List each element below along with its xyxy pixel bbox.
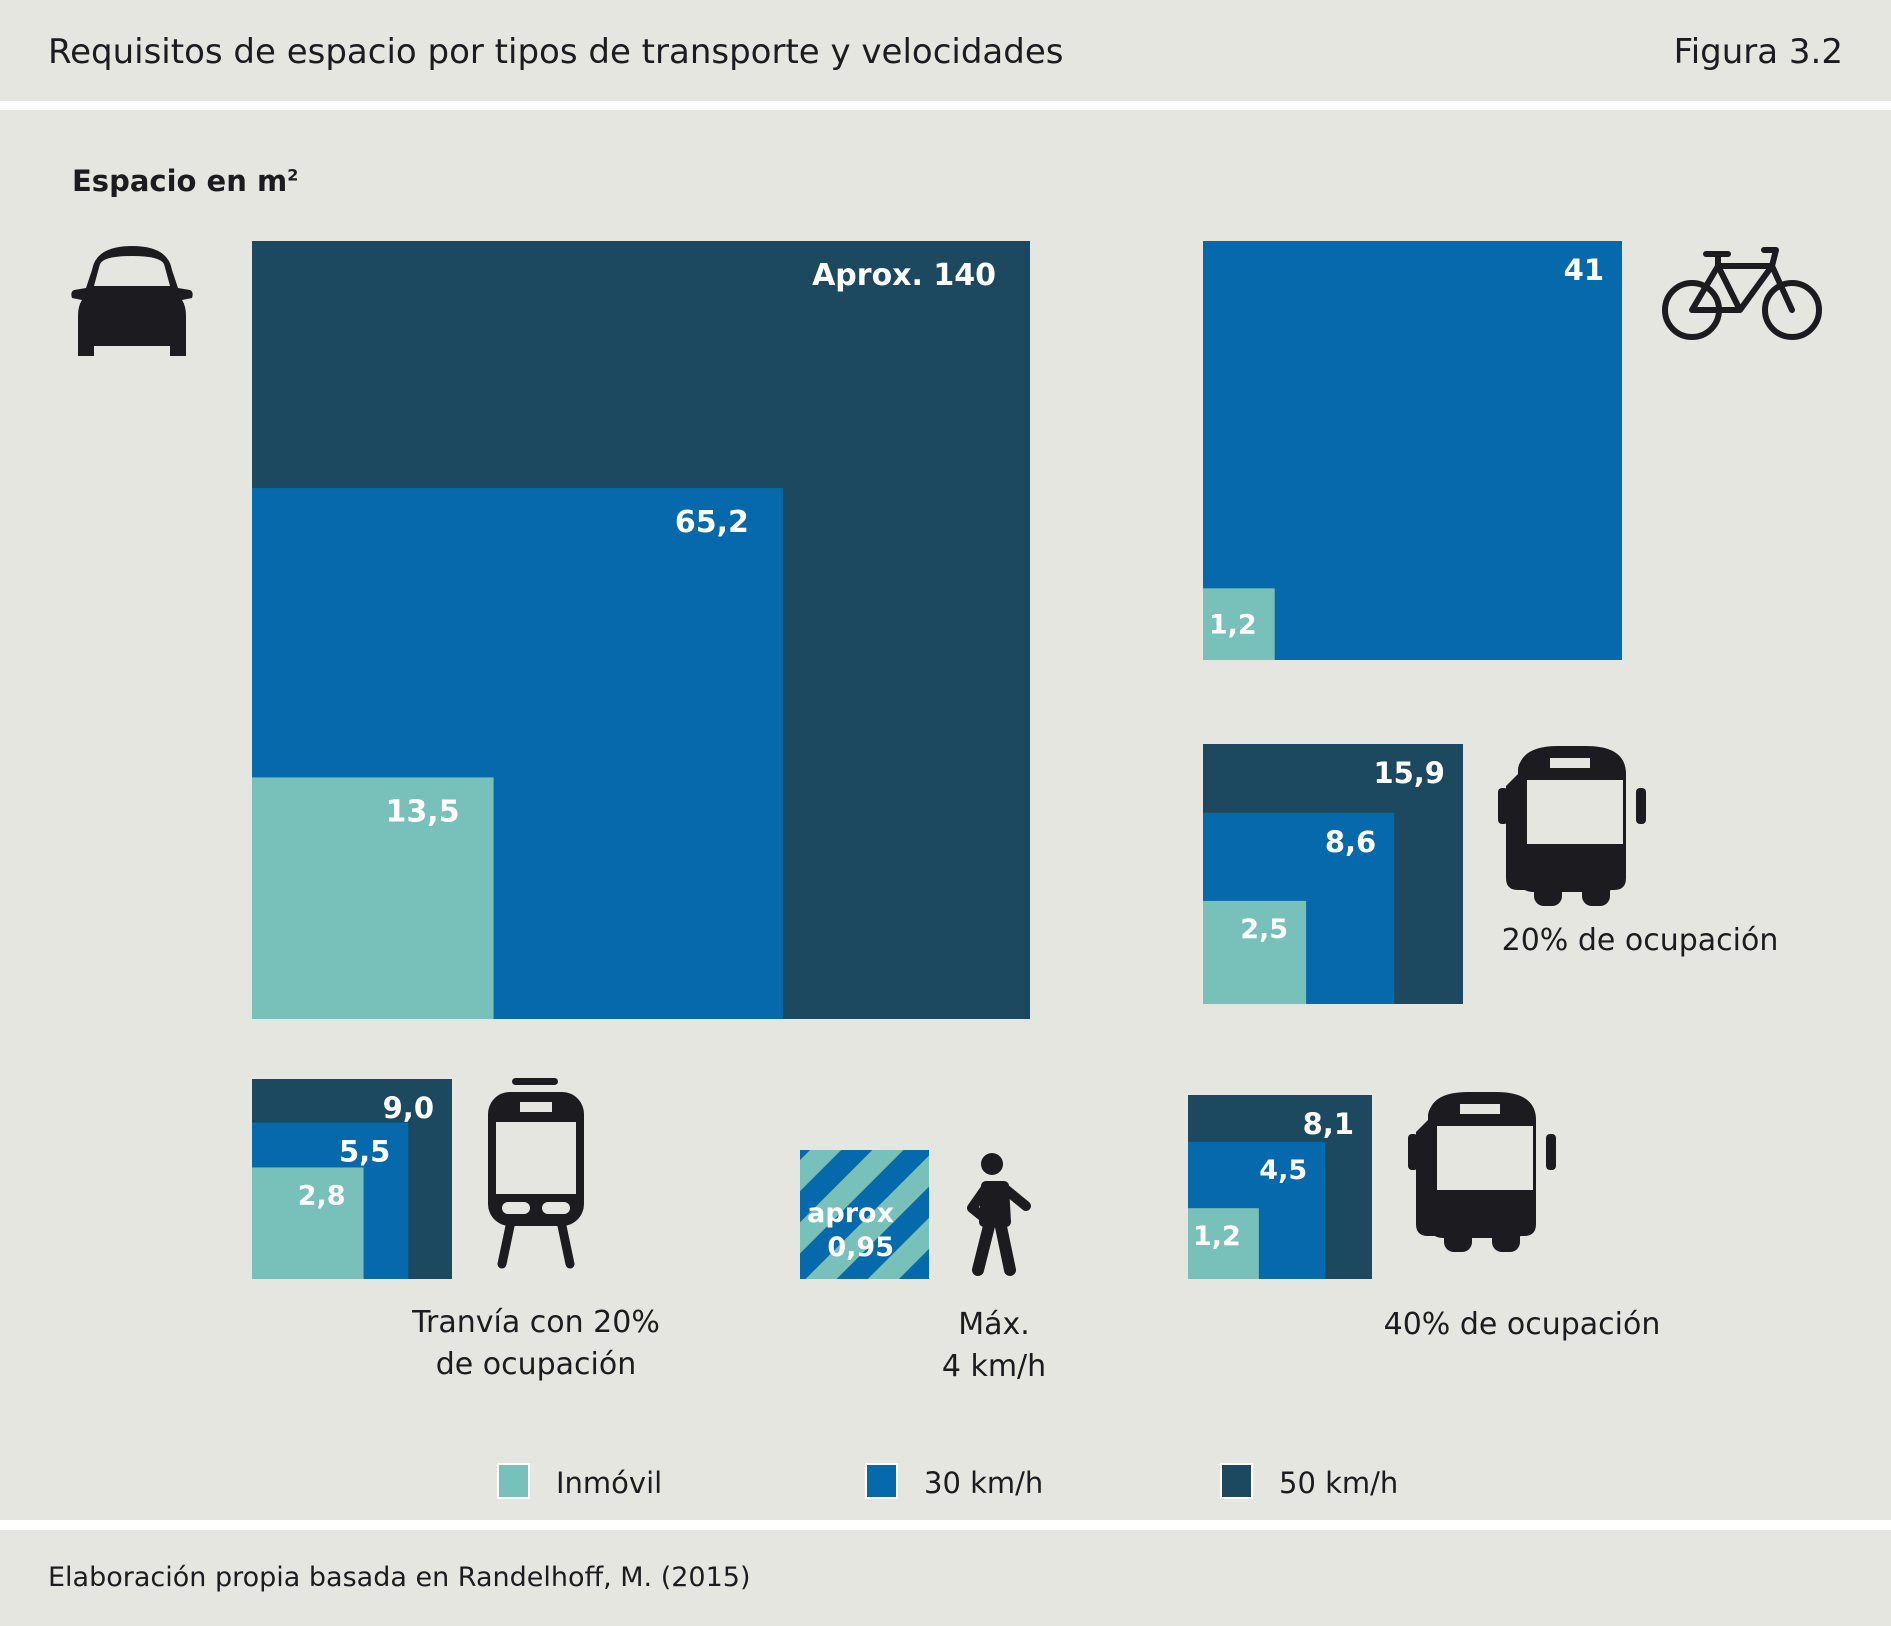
bus-wheel-left bbox=[1444, 1222, 1472, 1252]
caption-tram-20: Tranvía con 20% bbox=[411, 1305, 660, 1340]
tram-icon bbox=[488, 1078, 584, 1269]
pedestrian-icon bbox=[967, 1153, 1031, 1276]
pedestrian-legs bbox=[972, 1216, 1016, 1276]
units-label-text: Espacio en m bbox=[72, 164, 288, 198]
bus-wheel-right bbox=[1582, 876, 1610, 906]
bus-wheel-right bbox=[1492, 1222, 1520, 1252]
bus-sign bbox=[1460, 1104, 1500, 1114]
value-label: aprox bbox=[807, 1198, 894, 1229]
group-bus-40: 8,1 4,5 1,2 bbox=[1188, 1095, 1372, 1279]
caption-bus-20: 20% de ocupación bbox=[1502, 923, 1779, 958]
group-bicycle: 411,2 bbox=[1203, 241, 1622, 660]
group-bus-20: 15,9 8,6 2,5 bbox=[1203, 744, 1463, 1004]
figure-number: Figura 3.2 bbox=[1673, 32, 1843, 72]
bus-sign bbox=[1550, 758, 1590, 768]
value-label: 1,2 bbox=[1193, 1221, 1241, 1252]
header: Requisitos de espacio por tipos de trans… bbox=[0, 0, 1891, 101]
value-label: 4,5 bbox=[1259, 1155, 1307, 1186]
square-bus-20-inmovil bbox=[1203, 900, 1307, 1004]
group-car: Aprox. 140 65,2 13,5 bbox=[252, 241, 1030, 1020]
tram-sign bbox=[520, 1102, 552, 1112]
legend-label: 30 km/h bbox=[924, 1466, 1043, 1500]
bus-window bbox=[1527, 780, 1623, 844]
car-icon bbox=[71, 246, 193, 356]
square-tram-20-inmovil bbox=[252, 1167, 364, 1279]
caption-pedestrian: Máx. bbox=[958, 1307, 1030, 1342]
bus-window bbox=[1437, 1126, 1533, 1190]
bus-mirror-right bbox=[1636, 788, 1646, 824]
legend-label: Inmóvil bbox=[556, 1466, 662, 1500]
car-windshield bbox=[94, 256, 170, 286]
legend-item-kmh50: 50 km/h bbox=[1220, 1463, 1398, 1500]
square-bus-40-inmovil bbox=[1188, 1208, 1259, 1279]
units-label: Espacio en m2 bbox=[72, 164, 298, 198]
source-note: Elaboración propia basada en Randelhoff,… bbox=[48, 1562, 751, 1593]
bus-icon bbox=[1498, 746, 1646, 906]
square-pedestrian-striped bbox=[800, 1150, 929, 1279]
value-label: 15,9 bbox=[1373, 756, 1445, 790]
chart-title: Requisitos de espacio por tipos de trans… bbox=[48, 32, 1064, 72]
legend-label: 50 km/h bbox=[1279, 1466, 1398, 1500]
value-label: 1,2 bbox=[1209, 609, 1257, 640]
legend-swatch bbox=[865, 1463, 898, 1499]
value-label: 2,8 bbox=[298, 1180, 346, 1211]
tram-pantograph bbox=[512, 1078, 558, 1085]
pedestrian-head bbox=[981, 1153, 1003, 1175]
legend-swatch bbox=[497, 1463, 530, 1499]
pedestrian-arms bbox=[967, 1183, 1031, 1221]
value-label: 2,5 bbox=[1240, 914, 1288, 945]
value-label: Aprox. 140 bbox=[812, 258, 996, 293]
legend-item-inmovil: Inmóvil bbox=[497, 1463, 662, 1500]
legend-item-kmh30: 30 km/h bbox=[865, 1463, 1043, 1500]
value-label: 5,5 bbox=[339, 1135, 390, 1169]
caption-bus-40: 40% de ocupación bbox=[1384, 1307, 1661, 1342]
value-label: 9,0 bbox=[383, 1091, 434, 1125]
caption-pedestrian: 4 km/h bbox=[942, 1349, 1046, 1384]
value-label: 8,1 bbox=[1303, 1107, 1354, 1141]
square-bicycle-inmovil bbox=[1203, 588, 1275, 660]
square-car-inmovil bbox=[252, 777, 494, 1019]
tram-window bbox=[496, 1122, 576, 1194]
value-label: 13,5 bbox=[386, 794, 460, 829]
group-tram-20: 9,0 5,5 2,8 bbox=[252, 1079, 452, 1279]
bus-mirror-left bbox=[1408, 1134, 1418, 1170]
legend-swatch bbox=[1220, 1463, 1253, 1499]
bus-mirror-left bbox=[1498, 788, 1508, 824]
tram-light-right bbox=[542, 1202, 570, 1214]
bus-icon bbox=[1408, 1092, 1556, 1252]
bike-front-wheel bbox=[1762, 280, 1822, 340]
bus-wheel-left bbox=[1534, 876, 1562, 906]
value-label: 0,95 bbox=[827, 1232, 894, 1263]
value-label: 41 bbox=[1564, 253, 1604, 287]
units-superscript: 2 bbox=[287, 165, 299, 185]
caption-tram-20: de ocupación bbox=[436, 1347, 637, 1382]
tram-light-left bbox=[502, 1202, 530, 1214]
tram-rails bbox=[497, 1221, 575, 1269]
bus-mirror-right bbox=[1546, 1134, 1556, 1170]
bike-frame bbox=[1689, 247, 1795, 313]
footer: Elaboración propia basada en Randelhoff,… bbox=[0, 1530, 1891, 1626]
value-label: 8,6 bbox=[1325, 825, 1376, 859]
value-label: 65,2 bbox=[675, 505, 749, 540]
bicycle-icon bbox=[1662, 247, 1822, 340]
